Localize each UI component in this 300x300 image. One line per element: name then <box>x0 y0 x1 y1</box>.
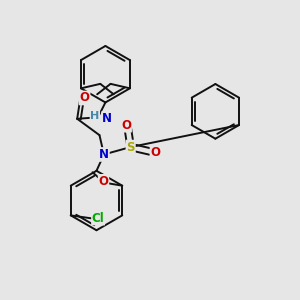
Text: N: N <box>102 112 112 125</box>
Text: N: N <box>99 148 109 161</box>
Text: H: H <box>90 111 100 122</box>
Text: O: O <box>150 146 160 160</box>
Text: O: O <box>121 119 131 132</box>
Text: S: S <box>126 140 135 154</box>
Text: Cl: Cl <box>92 212 104 225</box>
Text: O: O <box>80 92 90 104</box>
Text: O: O <box>98 175 109 188</box>
